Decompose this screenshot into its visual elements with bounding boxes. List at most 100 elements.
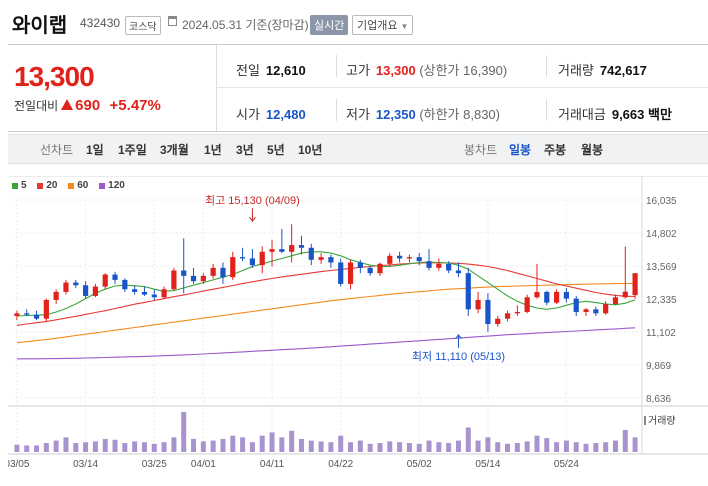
candle-body xyxy=(593,309,599,314)
y-tick-label: 8,636 xyxy=(646,394,671,405)
volume-bar xyxy=(563,440,569,452)
up-triangle-icon xyxy=(61,99,74,110)
candle-body xyxy=(132,289,138,292)
volume-bar xyxy=(151,443,157,452)
price-date: 2024.05.31 기준(장마감) xyxy=(182,18,309,32)
volume-bar xyxy=(328,442,334,452)
candle-body xyxy=(603,303,609,314)
candle-body xyxy=(367,267,373,274)
candle-body xyxy=(622,291,628,298)
candle-body xyxy=(416,257,422,262)
stat-open: 시가 12,480 xyxy=(236,107,306,122)
chart-period-tabs: 선차트 1일 1주일 3개월 1년 3년 5년 10년 봉차트 일봉 주봉 월봉 xyxy=(8,134,708,164)
x-tick-label: 03/05 xyxy=(8,459,30,470)
tab-line-5y[interactable]: 5년 xyxy=(267,143,285,157)
candle-body xyxy=(583,309,589,312)
volume-bar xyxy=(132,441,138,452)
candle-body xyxy=(563,291,570,299)
volume-bar xyxy=(377,443,383,452)
volume-bar xyxy=(505,443,511,452)
candle-body xyxy=(485,299,491,325)
candle-body xyxy=(504,313,511,319)
candle-body xyxy=(347,262,354,284)
candle-body xyxy=(455,270,462,274)
price-summary: 13,300 전일대비 690 +5.47% 전일 12,610 고가 13,300 … xyxy=(8,44,708,132)
candle-body xyxy=(553,291,560,303)
candle-body xyxy=(632,273,638,296)
candle-body xyxy=(181,270,187,276)
volume-bar xyxy=(53,440,59,452)
candle-body xyxy=(249,258,256,266)
volume-bar xyxy=(161,442,167,452)
line-chart-label: 선차트 xyxy=(40,143,74,157)
volume-bar xyxy=(622,429,628,452)
x-tick-label: 03/14 xyxy=(73,459,98,470)
tab-line-3m[interactable]: 3개월 xyxy=(160,143,189,157)
candle-body xyxy=(328,257,334,263)
candle-body xyxy=(239,257,246,259)
candle-body xyxy=(357,262,363,268)
tab-candle-weekly[interactable]: 주봉 xyxy=(544,143,567,157)
tab-candle-monthly[interactable]: 월봉 xyxy=(581,143,604,157)
candle-body xyxy=(436,263,442,268)
candlestick-chart[interactable]: 16,035 14,802 13,569 12,335 11,102 9,869 8,636… xyxy=(8,176,708,486)
stat-low: 저가 12,350 (하한가 8,830) xyxy=(346,107,500,122)
volume-bar xyxy=(573,442,579,452)
volume-bar xyxy=(63,437,69,452)
candle-body xyxy=(534,291,540,298)
stat-volume: 거래량 742,617 xyxy=(558,63,647,78)
candle-body xyxy=(377,263,383,274)
volume-bar xyxy=(43,443,49,452)
candle-body xyxy=(122,279,128,290)
candle-chart-label: 봉차트 xyxy=(464,143,498,157)
ma60-line xyxy=(16,282,636,344)
chevron-down-icon: ▼ xyxy=(400,22,409,31)
candle-body xyxy=(279,249,285,252)
x-tick-label: 05/24 xyxy=(554,459,579,470)
volume-bar xyxy=(485,437,491,452)
x-tick-label: 05/14 xyxy=(475,459,500,470)
volume-bar xyxy=(612,440,618,452)
volume-bar xyxy=(14,444,20,452)
volume-bar xyxy=(446,443,452,452)
low-annotation: 최저 11,110 (05/13) xyxy=(412,350,505,363)
volume-bar xyxy=(593,443,599,452)
tab-line-3y[interactable]: 3년 xyxy=(236,143,254,157)
volume-bar xyxy=(24,445,30,452)
volume-bar xyxy=(436,442,442,452)
change-amount: 690 xyxy=(75,97,101,114)
y-tick-label: 11,102 xyxy=(646,328,676,339)
tab-line-10y[interactable]: 10년 xyxy=(298,143,323,157)
candle-body xyxy=(43,299,49,319)
volume-bar xyxy=(122,443,128,452)
high-annotation: 최고 15,130 (04/09) xyxy=(205,194,300,207)
candle-body xyxy=(92,286,99,296)
divider xyxy=(546,99,547,121)
candle-body xyxy=(269,249,275,252)
candle-body xyxy=(14,313,20,317)
candle-body xyxy=(318,257,324,260)
tab-candle-daily[interactable]: 일봉 xyxy=(509,143,532,157)
volume-bar xyxy=(495,442,501,452)
candle-body xyxy=(190,275,197,282)
legend-item: 20 xyxy=(37,180,57,191)
volume-bar xyxy=(181,412,187,452)
tab-line-1d[interactable]: 1일 xyxy=(86,143,104,157)
y-tick-label: 9,869 xyxy=(646,361,671,372)
x-tick-label: 04/11 xyxy=(260,459,285,470)
volume-bar xyxy=(524,441,530,452)
tab-line-1w[interactable]: 1주일 xyxy=(118,143,147,157)
volume-bar xyxy=(308,440,314,452)
candle-body xyxy=(289,245,295,252)
candle-body xyxy=(63,282,69,292)
volume-bar xyxy=(387,441,393,452)
x-tick-label: 04/22 xyxy=(328,459,353,470)
company-overview-dropdown[interactable]: 기업개요 ▼ xyxy=(352,15,414,35)
divider xyxy=(336,55,337,77)
tab-line-1y[interactable]: 1년 xyxy=(204,143,222,157)
candle-body xyxy=(112,274,118,280)
realtime-button[interactable]: 실시간 xyxy=(310,15,349,35)
volume-bar xyxy=(318,441,324,452)
candle-body xyxy=(406,257,413,259)
candle-body xyxy=(396,255,403,259)
